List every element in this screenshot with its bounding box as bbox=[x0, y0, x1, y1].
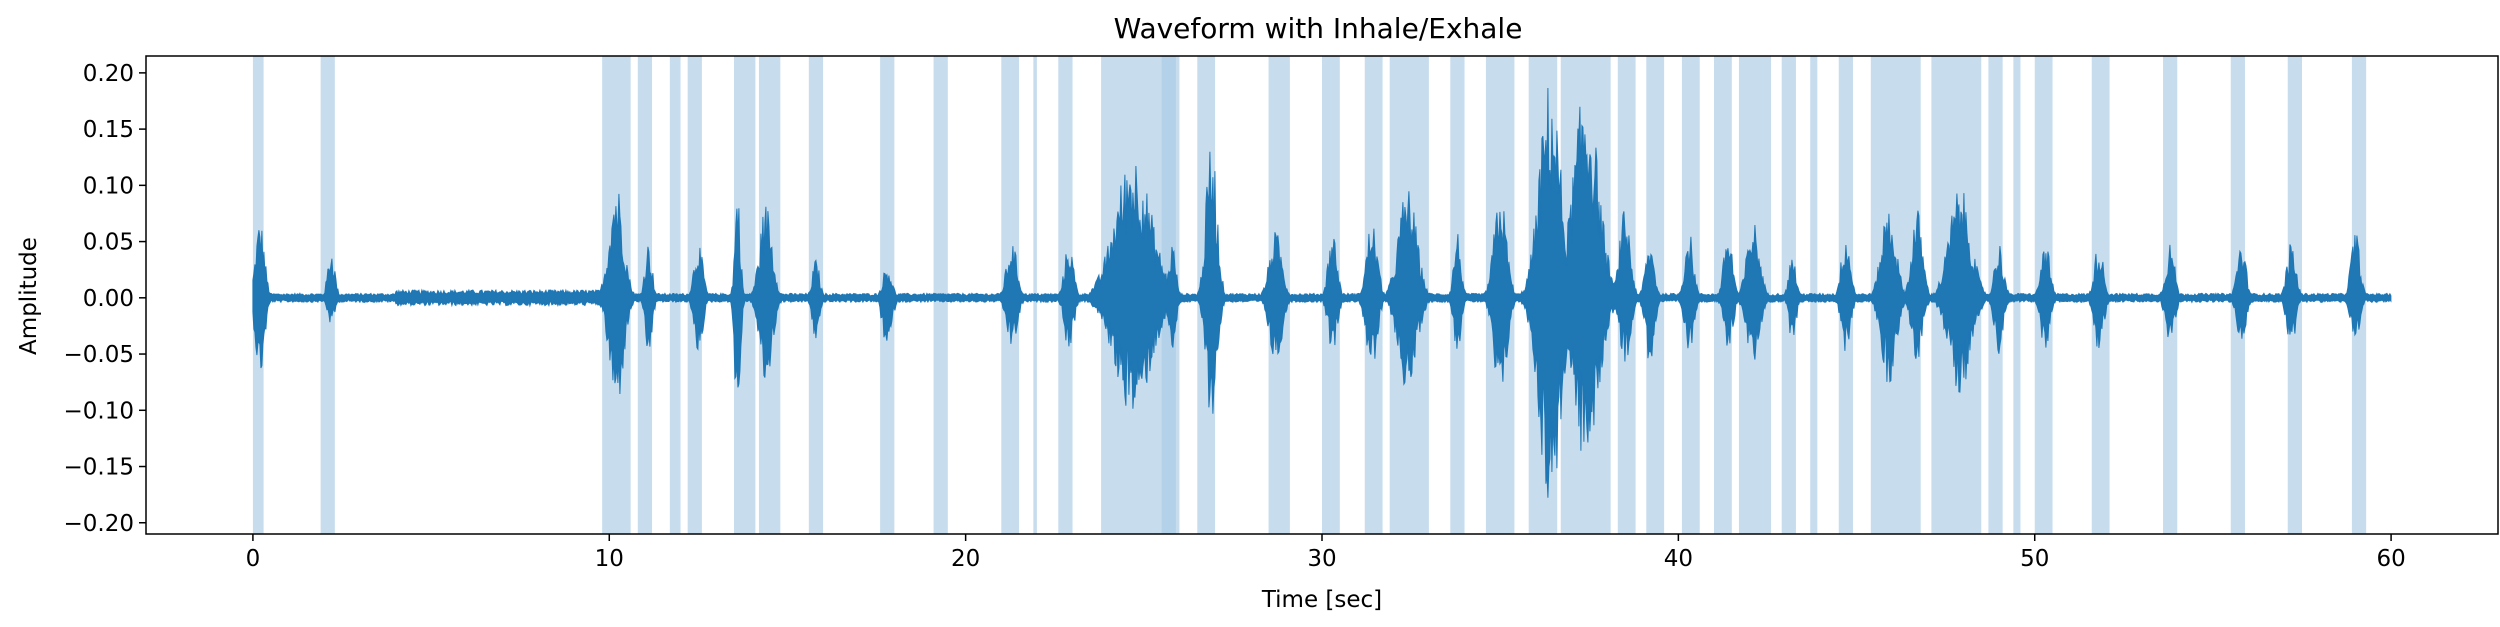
waveform-layer bbox=[252, 87, 2392, 498]
y-tick-label: −0.20 bbox=[64, 511, 134, 537]
x-tick-label: 30 bbox=[1307, 546, 1336, 572]
x-axis: 0 10 20 30 40 50 60 bbox=[246, 534, 2406, 572]
y-tick-label: 0.15 bbox=[83, 117, 134, 143]
y-axis-label: Amplitude bbox=[16, 237, 42, 355]
x-tick-label: 50 bbox=[2020, 546, 2049, 572]
chart-title: Waveform with Inhale/Exhale bbox=[1114, 12, 1523, 45]
y-tick-label: 0.05 bbox=[83, 230, 134, 256]
y-axis: −0.20 −0.15 −0.10 −0.05 0.00 0.05 0.10 0.15 0.20 bbox=[64, 61, 146, 537]
y-tick-label: 0.20 bbox=[83, 61, 134, 87]
x-tick-label: 0 bbox=[246, 546, 261, 572]
y-tick-label: −0.05 bbox=[64, 342, 134, 368]
x-axis-label: Time [sec] bbox=[1261, 587, 1382, 613]
x-tick-label: 60 bbox=[2376, 546, 2405, 572]
y-tick-label: −0.10 bbox=[64, 398, 134, 424]
x-tick-label: 40 bbox=[1664, 546, 1693, 572]
y-tick-label: 0.10 bbox=[83, 173, 134, 199]
y-tick-label: 0.00 bbox=[83, 286, 134, 312]
x-tick-label: 20 bbox=[951, 546, 980, 572]
y-tick-label: −0.15 bbox=[64, 455, 134, 481]
x-tick-label: 10 bbox=[595, 546, 624, 572]
waveform-line bbox=[252, 87, 2392, 498]
